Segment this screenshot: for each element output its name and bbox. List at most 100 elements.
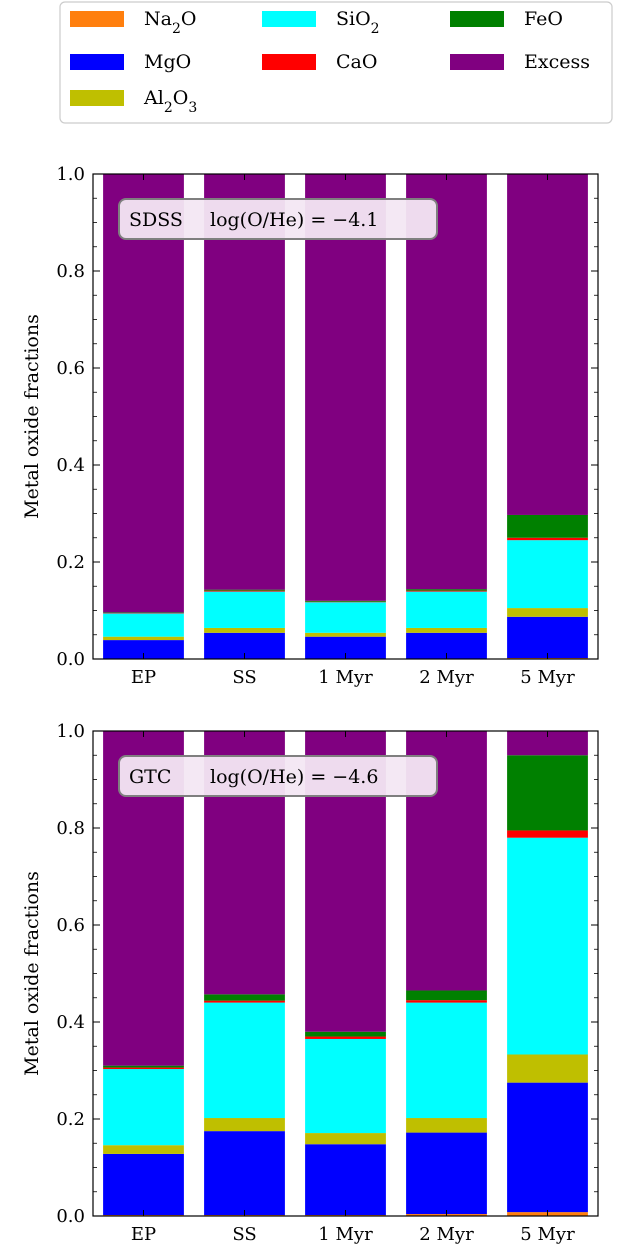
bar-mgo-ep (103, 1153, 184, 1216)
bar-al2o3-1-myr (305, 1133, 386, 1145)
bar-al2o3-2-myr (406, 627, 487, 633)
y-tick-label: 1.0 (56, 721, 85, 742)
bar-cao-ss (204, 590, 285, 592)
bar-cao-1-myr (305, 1036, 386, 1039)
bar-excess-ss (204, 174, 285, 590)
y-tick-label: 0.2 (56, 552, 85, 573)
bar-mgo-1-myr (305, 636, 386, 659)
bar-mgo-5-myr (507, 1082, 588, 1213)
y-tick-label: 0.6 (56, 915, 85, 936)
legend-label-mgo: MgO (144, 51, 191, 73)
oxygen-helium-annotation: log(O/He) = −4.6 (210, 766, 378, 788)
text-part: MgO (144, 51, 191, 73)
x-tick-label: EP (131, 1224, 156, 1245)
bar-al2o3-2-myr (406, 1118, 487, 1133)
axes-frame (92, 730, 599, 1217)
legend-frame (59, 1, 613, 124)
bar-excess-2-myr (406, 174, 487, 590)
bar-mgo-ss (204, 1131, 285, 1216)
bar-feo-ep (103, 1065, 184, 1068)
bar-mgo-5-myr (507, 616, 588, 659)
bar-feo-5-myr (507, 755, 588, 831)
y-tick-label: 0.8 (56, 261, 85, 282)
bar-al2o3-ep (103, 636, 184, 641)
x-tick-label: 1 Myr (318, 1224, 373, 1245)
y-tick-label: 0.2 (56, 1109, 85, 1130)
legend-label-sio2: SiO2 (336, 8, 380, 37)
x-tick-label: SS (232, 667, 256, 688)
legend-swatch-cao (262, 54, 316, 70)
bar-sio2-ss (204, 591, 285, 628)
bar-excess-ep (103, 174, 184, 613)
y-tick-label: 1.0 (56, 164, 85, 185)
legend-swatch-al2o3 (70, 90, 124, 106)
bar-al2o3-ss (204, 1118, 285, 1132)
y-tick-label: 0.0 (56, 649, 85, 670)
subscript: 2 (172, 21, 181, 37)
legend-swatch-excess (450, 54, 504, 70)
panel-label: GTC (129, 766, 171, 788)
bar-feo-ss (204, 589, 285, 591)
text-part: O (181, 8, 197, 30)
panel-label: SDSS (129, 209, 183, 231)
bar-al2o3-ep (103, 1145, 184, 1154)
bar-cao-5-myr (507, 830, 588, 838)
bar-mgo-1-myr (305, 1144, 386, 1216)
x-tick-label: 1 Myr (318, 667, 373, 688)
x-tick-label: SS (232, 1224, 256, 1245)
bar-cao-ep (103, 1067, 184, 1070)
y-tick-label: 0.6 (56, 358, 85, 379)
x-tick-label: EP (131, 667, 156, 688)
bar-al2o3-ss (204, 627, 285, 633)
legend-swatch-sio2 (262, 11, 316, 27)
bar-feo-1-myr (305, 1031, 386, 1037)
bar-sio2-5-myr (507, 837, 588, 1055)
y-tick-label: 0.4 (56, 455, 85, 476)
legend-swatch-feo (450, 11, 504, 27)
bar-sio2-ss (204, 1002, 285, 1119)
y-axis-label: Metal oxide fractions (21, 314, 43, 519)
y-axis-label: Metal oxide fractions (21, 871, 43, 1076)
bar-feo-2-myr (406, 990, 487, 1001)
bar-feo-1-myr (305, 600, 386, 602)
bar-feo-2-myr (406, 589, 487, 591)
bar-cao-5-myr (507, 537, 588, 541)
text-part: Excess (524, 51, 590, 73)
gtc-panel: EP SS 1 Myr 2 Myr 5 Myr 0.0 0.2 0.4 0.6 0.8 1.0 Met… (21, 721, 599, 1245)
bar-feo-ss (204, 994, 285, 1001)
axes-frame (92, 173, 599, 660)
subscript: 3 (188, 100, 197, 116)
text-part: Na (144, 8, 172, 30)
subscript: 2 (371, 21, 380, 37)
bar-sio2-ep (103, 1069, 184, 1146)
legend-label-al2o3: Al2O3 (143, 87, 197, 116)
sdss-panel: EP SS 1 Myr 2 Myr 5 Myr 0.0 0.2 0.4 0.6 0.8 1.0 Met… (21, 164, 599, 688)
x-tick-label: 5 Myr (520, 667, 575, 688)
oxygen-helium-annotation: log(O/He) = −4.1 (210, 209, 378, 231)
bar-mgo-ep (103, 640, 184, 659)
x-tick-label: 2 Myr (419, 1224, 474, 1245)
text-part: Al (143, 87, 164, 109)
legend-label-na2o: Na2O (144, 8, 196, 37)
bar-cao-2-myr (406, 1000, 487, 1003)
bar-sio2-5-myr (507, 540, 588, 609)
bar-sio2-2-myr (406, 591, 487, 628)
subscript: 2 (164, 100, 173, 116)
bar-al2o3-5-myr (507, 608, 588, 617)
annotation-box (118, 755, 438, 797)
bar-excess-5-myr (507, 174, 588, 515)
bar-sio2-1-myr (305, 1038, 386, 1134)
y-tick-label: 0.8 (56, 818, 85, 839)
legend-swatch-mgo (70, 54, 124, 70)
bar-sio2-ep (103, 613, 184, 637)
bar-excess-1-myr (305, 174, 386, 601)
text-part: FeO (524, 8, 563, 30)
legend-label-feo: FeO (524, 8, 563, 30)
bar-sio2-2-myr (406, 1002, 487, 1119)
legend-label-excess: Excess (524, 51, 590, 73)
bar-cao-ss (204, 1000, 285, 1003)
legend-label-cao: CaO (336, 51, 377, 73)
text-part: O (173, 87, 189, 109)
